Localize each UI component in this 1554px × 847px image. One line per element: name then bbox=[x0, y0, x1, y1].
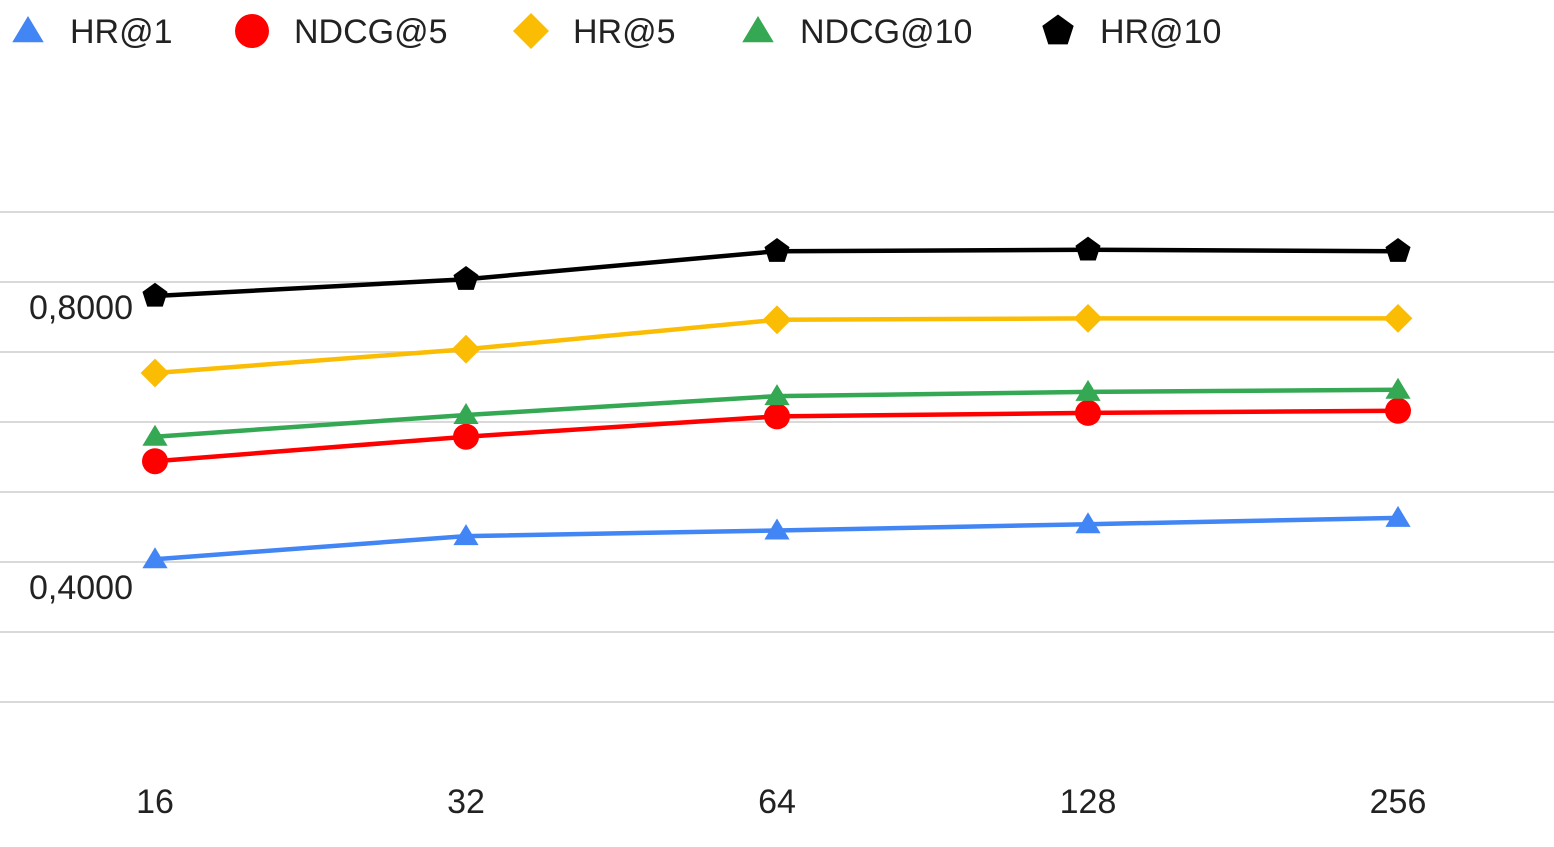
data-point bbox=[764, 238, 790, 262]
legend-item: HR@5 bbox=[513, 13, 676, 51]
data-point bbox=[453, 524, 479, 546]
data-point bbox=[453, 403, 479, 424]
legend-label: HR@5 bbox=[573, 13, 676, 51]
y-tick-label: 0,4000 bbox=[29, 569, 133, 607]
x-tick-label: 128 bbox=[1060, 783, 1117, 821]
data-point bbox=[762, 305, 792, 335]
series-hr-1 bbox=[142, 505, 1411, 569]
series-lines bbox=[140, 236, 1413, 569]
x-axis-tick-labels: 16 32 64 128 256 bbox=[136, 783, 1426, 821]
legend-marker bbox=[1042, 14, 1074, 45]
legend-marker bbox=[12, 16, 44, 43]
legend: HR@1 NDCG@5 HR@5 NDCG@10 HR@10 bbox=[12, 13, 1221, 51]
legend-item: HR@1 bbox=[12, 13, 173, 51]
legend-label: NDCG@5 bbox=[294, 13, 448, 51]
series-ndcg-10 bbox=[142, 377, 1411, 446]
data-point bbox=[1075, 399, 1101, 426]
data-point bbox=[764, 403, 790, 430]
data-point bbox=[142, 448, 168, 475]
legend-label: HR@1 bbox=[70, 13, 173, 51]
data-point bbox=[451, 334, 481, 364]
legend-label: HR@10 bbox=[1100, 13, 1221, 51]
data-point bbox=[453, 266, 479, 290]
x-tick-label: 32 bbox=[447, 783, 485, 821]
legend-label: NDCG@10 bbox=[800, 13, 972, 51]
data-point bbox=[453, 423, 479, 450]
series-ndcg-5 bbox=[142, 397, 1411, 475]
data-point bbox=[1073, 304, 1103, 333]
data-point bbox=[1385, 397, 1411, 424]
legend-item: NDCG@5 bbox=[235, 13, 448, 51]
series-hr-5 bbox=[140, 304, 1413, 388]
data-point bbox=[142, 424, 168, 446]
y-axis-tick-labels: 0,4000 0,8000 bbox=[29, 289, 133, 607]
legend-marker bbox=[513, 13, 549, 49]
y-tick-label: 0,8000 bbox=[29, 289, 133, 327]
data-point bbox=[1075, 512, 1101, 534]
data-point bbox=[1385, 377, 1411, 399]
data-point bbox=[140, 358, 170, 388]
data-point bbox=[1075, 236, 1101, 261]
data-point bbox=[142, 282, 168, 307]
x-tick-label: 256 bbox=[1370, 783, 1427, 821]
legend-marker bbox=[742, 16, 774, 43]
data-point bbox=[764, 384, 790, 406]
x-tick-label: 64 bbox=[758, 783, 796, 821]
data-point bbox=[142, 547, 168, 569]
legend-item: HR@10 bbox=[1042, 13, 1221, 51]
legend-marker bbox=[235, 14, 269, 48]
data-point bbox=[1075, 379, 1101, 401]
data-point bbox=[764, 518, 790, 540]
data-point bbox=[1385, 238, 1411, 262]
legend-item: NDCG@10 bbox=[742, 13, 972, 51]
data-point bbox=[1383, 304, 1413, 333]
data-point bbox=[1385, 505, 1411, 527]
x-tick-label: 16 bbox=[136, 783, 174, 821]
series-hr-10 bbox=[142, 236, 1411, 307]
